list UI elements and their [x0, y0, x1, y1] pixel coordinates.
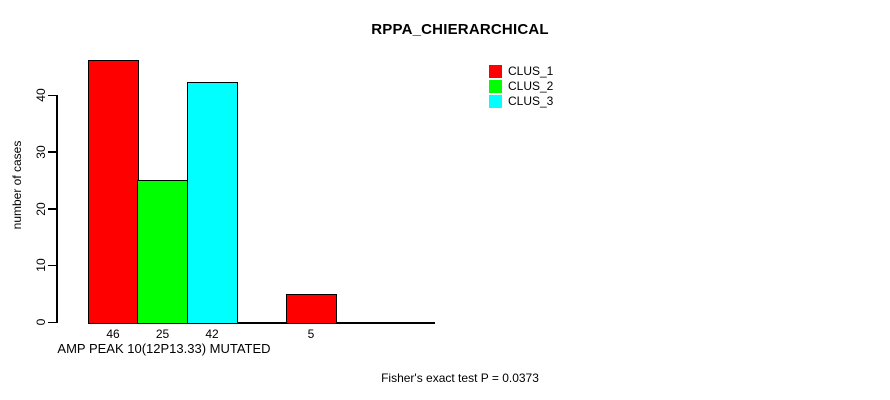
stat-annotation: Fisher's exact test P = 0.0373	[381, 371, 539, 385]
legend-swatch-clus1	[489, 65, 502, 78]
y-tick-30	[48, 151, 56, 153]
bar-value-label: 46	[106, 327, 120, 341]
legend-label-clus2: CLUS_2	[508, 79, 554, 93]
y-axis-line	[56, 94, 58, 323]
legend-label-clus1: CLUS_1	[508, 64, 554, 78]
legend: CLUS_1 CLUS_2 CLUS_3	[489, 65, 553, 108]
bar-group1-clus1	[88, 60, 139, 324]
legend-item-clus1: CLUS_1	[489, 65, 553, 78]
chart-title: RPPA_CHIERARCHICAL	[371, 21, 549, 38]
legend-item-clus3: CLUS_3	[489, 95, 553, 108]
bar-group1-clus2	[137, 180, 188, 324]
y-tick-label-30: 30	[34, 145, 48, 159]
legend-item-clus2: CLUS_2	[489, 80, 553, 93]
bar-group2-clus1	[286, 294, 337, 324]
legend-swatch-clus3	[489, 95, 502, 108]
x-axis-line	[88, 322, 435, 324]
bar-group1-clus3	[186, 82, 238, 324]
bar-value-label: 42	[205, 327, 219, 341]
y-tick-0	[48, 321, 56, 323]
bar-value-label: 5	[307, 327, 315, 341]
y-axis-label: number of cases	[10, 140, 24, 230]
y-tick-label-10: 10	[34, 258, 48, 272]
y-tick-label-0: 0	[34, 318, 48, 326]
y-tick-40	[48, 94, 56, 96]
legend-swatch-clus2	[489, 80, 502, 93]
y-tick-10	[48, 264, 56, 267]
y-tick-label-20: 20	[34, 201, 48, 216]
y-tick-label-40: 40	[34, 88, 48, 102]
x-axis-label: AMP PEAK 10(12P13.33) MUTATED	[57, 341, 271, 356]
y-tick-20	[48, 208, 56, 210]
bar-value-label: 25	[155, 327, 170, 341]
legend-label-clus3: CLUS_3	[508, 94, 554, 108]
